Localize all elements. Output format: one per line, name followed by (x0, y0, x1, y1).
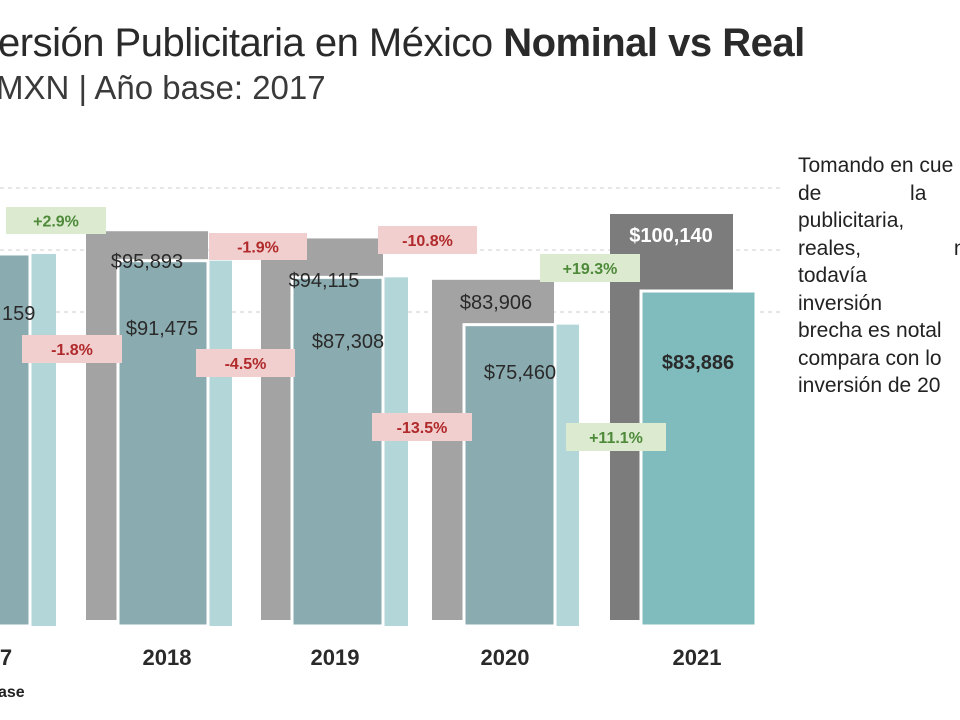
x-tick-label: 7 (0, 645, 12, 670)
change-label: -13.5% (397, 420, 448, 437)
note-line: inversión de 20 (798, 374, 941, 397)
note-line: Tomando en cue (798, 154, 954, 177)
change-label: +19.3% (563, 261, 618, 278)
chart-title-regular: ersión Publicitaria en México (0, 21, 504, 65)
real-bar (0, 252, 32, 628)
change-label: +11.1% (589, 430, 643, 447)
real-bar (639, 289, 758, 628)
source-note: ase (0, 684, 25, 701)
change-badge (196, 349, 295, 377)
change-badge (566, 423, 666, 451)
real-bar-highlight (208, 260, 232, 626)
real-value-label: 159 (2, 303, 35, 325)
change-badge (209, 233, 307, 260)
x-tick-label: 2020 (481, 645, 530, 670)
nominal-value-label: $100,140 (629, 225, 712, 247)
real-value-label: $87,308 (312, 331, 384, 353)
chart-subtitle: MXN | Año base: 2017 (0, 69, 326, 106)
x-tick-label: 2018 (143, 645, 192, 670)
change-label: -4.5% (225, 356, 267, 373)
real-bar-highlight (555, 324, 579, 626)
x-tick-label: 2021 (673, 645, 722, 670)
change-badge (6, 207, 106, 234)
change-badge (378, 226, 477, 254)
chart-title-bold: Nominal vs Real (503, 21, 805, 65)
real-bar (462, 323, 557, 628)
real-value-label: $75,460 (484, 362, 556, 384)
change-label: -1.9% (237, 240, 279, 257)
change-badge (22, 335, 122, 363)
note-line: publicitaria, e (798, 209, 960, 232)
chart-title: ersión Publicitaria en México Nominal vs… (0, 18, 805, 68)
note-line: de la inflación, (798, 181, 960, 205)
real-bar-highlight (30, 253, 56, 626)
x-tick-label: 2019 (311, 645, 360, 670)
real-bar (290, 275, 385, 628)
real-bar-highlight (383, 277, 408, 626)
real-value-label: $91,475 (126, 318, 198, 340)
note-line: brecha es notal (798, 319, 942, 342)
change-label: -1.8% (51, 342, 93, 359)
change-badge (540, 254, 640, 282)
real-value-label: $83,886 (662, 352, 734, 374)
nominal-value-label: $94,115 (289, 270, 360, 292)
chart-note: Tomando en cue de la inflación, publicit… (798, 152, 960, 400)
nominal-value-label: $95,893 (111, 251, 183, 273)
note-line: reales, no log (798, 236, 960, 260)
note-line: inversión de (798, 291, 960, 315)
real-bar (116, 259, 210, 628)
nominal-value-label: $83,906 (460, 292, 532, 314)
note-line: compara con lo (798, 346, 942, 370)
change-badge (372, 413, 472, 441)
change-label: +2.9% (33, 214, 79, 231)
change-label: -10.8% (402, 233, 453, 250)
note-line: todavía los (798, 264, 960, 287)
